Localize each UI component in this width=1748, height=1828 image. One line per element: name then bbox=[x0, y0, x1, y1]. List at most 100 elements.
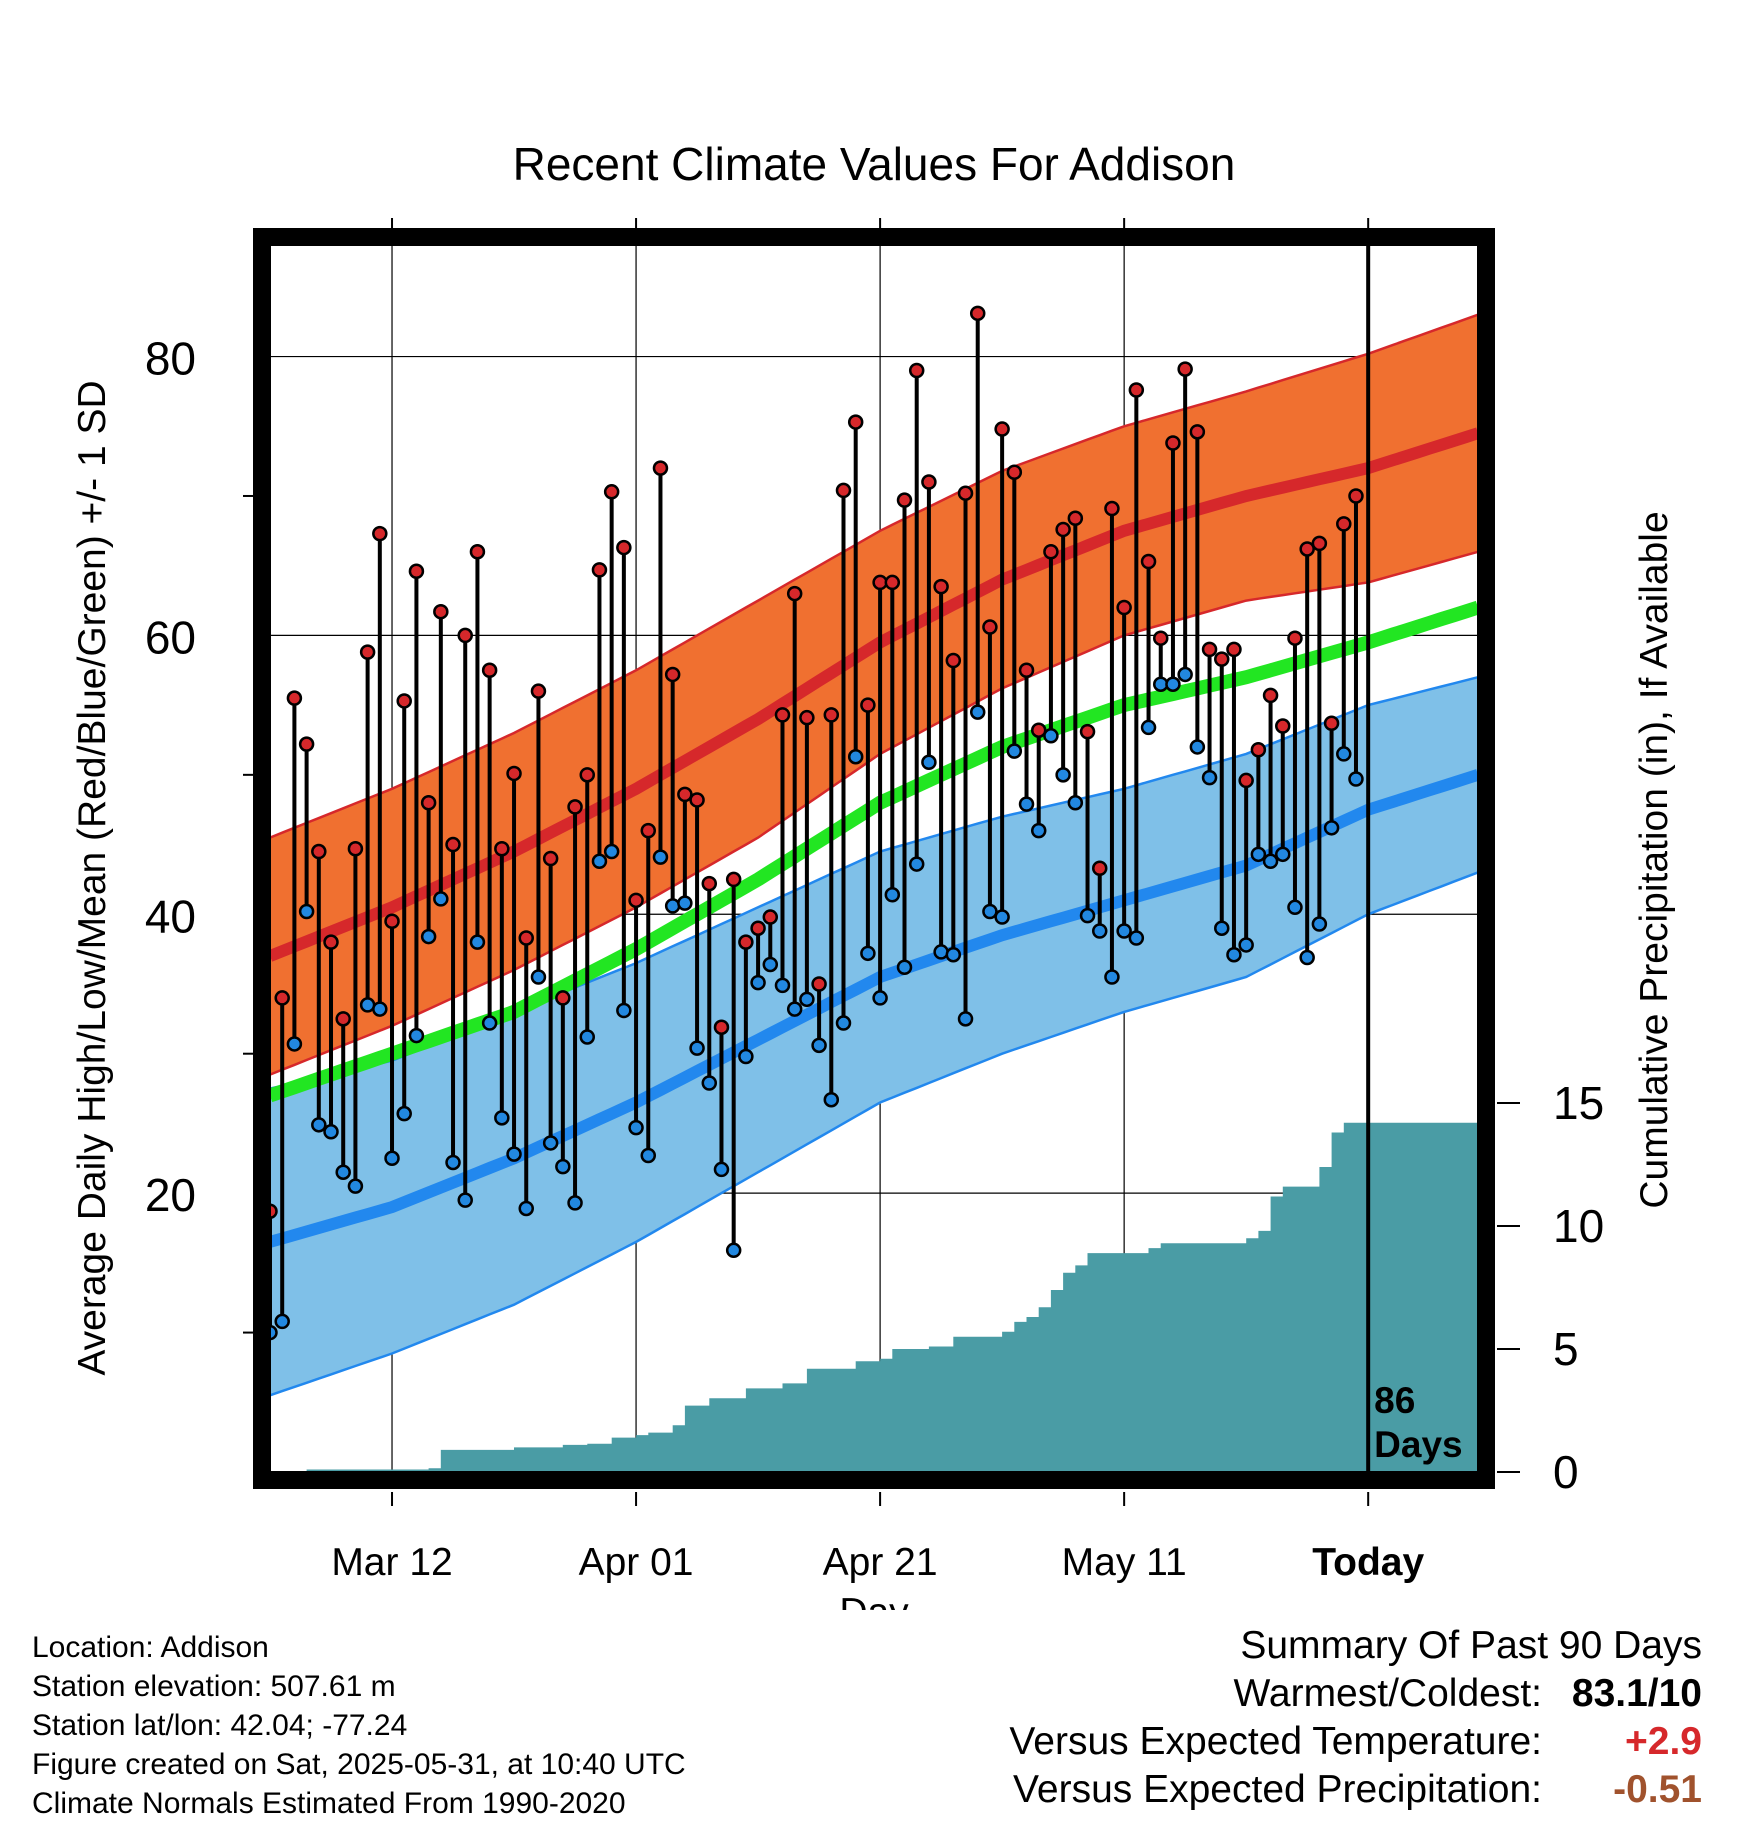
daily-low-point bbox=[1336, 746, 1352, 762]
daily-low-point bbox=[591, 853, 608, 870]
daily-high-point bbox=[969, 305, 986, 322]
daily-low-point bbox=[335, 1164, 351, 1180]
daily-low-point bbox=[567, 1195, 583, 1211]
daily-high-point bbox=[1323, 715, 1340, 732]
today-days-label: 86 bbox=[1374, 1380, 1415, 1421]
daily-low-point bbox=[469, 934, 486, 950]
daily-high-point bbox=[1055, 521, 1071, 538]
temp-value: +2.9 bbox=[1625, 1720, 1702, 1763]
daily-low-point bbox=[1091, 923, 1108, 939]
daily-low-point bbox=[786, 1001, 803, 1017]
daily-high-point bbox=[616, 539, 632, 556]
summary-title: Summary Of Past 90 Days bbox=[1240, 1624, 1702, 1667]
daily-high-point bbox=[567, 799, 583, 815]
daily-high-point bbox=[1116, 599, 1132, 616]
high-normal-line bbox=[267, 427, 1480, 962]
daily-high-point bbox=[664, 666, 681, 683]
daily-high-point bbox=[933, 578, 949, 595]
daily-high-point bbox=[1189, 424, 1206, 440]
daily-high-point bbox=[750, 920, 766, 936]
daily-high-point bbox=[457, 627, 473, 644]
daily-high-point bbox=[1214, 651, 1230, 667]
daily-high-point bbox=[469, 544, 486, 560]
daily-low-point bbox=[713, 1161, 730, 1178]
daily-low-point bbox=[506, 1146, 522, 1162]
daily-low-point bbox=[884, 887, 901, 903]
daily-high-point bbox=[1299, 541, 1315, 557]
daily-high-point bbox=[408, 563, 425, 580]
daily-low-point bbox=[1287, 899, 1303, 916]
daily-high-point bbox=[1238, 772, 1254, 789]
daily-high-point bbox=[518, 930, 534, 946]
daily-low-point bbox=[1043, 728, 1059, 744]
daily-high-point bbox=[713, 1019, 730, 1035]
daily-high-point bbox=[1079, 723, 1096, 740]
daily-low-point bbox=[579, 1029, 596, 1045]
info-location: Location: Addison bbox=[32, 1631, 269, 1664]
daily-high-point bbox=[835, 482, 852, 499]
precip-cumulative-area bbox=[306, 1122, 1479, 1472]
daily-low-point bbox=[762, 956, 779, 973]
daily-low-point bbox=[555, 1158, 571, 1175]
daily-high-point bbox=[884, 574, 901, 591]
daily-low-point bbox=[701, 1075, 718, 1091]
daily-high-point bbox=[957, 485, 974, 501]
daily-high-point bbox=[445, 836, 461, 853]
daily-low-point bbox=[725, 1242, 742, 1259]
y-tick-label: 80 bbox=[145, 333, 196, 385]
daily-low-point bbox=[445, 1154, 461, 1171]
daily-low-point bbox=[1238, 937, 1254, 953]
daily-low-point bbox=[298, 903, 315, 920]
daily-low-point bbox=[311, 1117, 327, 1133]
daily-high-point bbox=[347, 840, 364, 857]
daily-high-point bbox=[725, 871, 742, 888]
daily-low-point bbox=[1079, 907, 1096, 924]
daily-high-point bbox=[298, 736, 315, 752]
daily-low-point bbox=[1116, 923, 1132, 939]
info-created: Figure created on Sat, 2025-05-31, at 10… bbox=[32, 1748, 686, 1781]
daily-low-point bbox=[994, 909, 1010, 925]
daily-high-point bbox=[1067, 510, 1084, 527]
daily-low-point bbox=[860, 945, 876, 962]
daily-high-point bbox=[1226, 641, 1242, 658]
daily-high-point bbox=[1104, 500, 1120, 517]
daily-low-point bbox=[1140, 719, 1157, 736]
mean-normal-line bbox=[267, 600, 1481, 1103]
daily-high-point bbox=[860, 697, 876, 713]
x-tick-label: Apr 21 bbox=[823, 1541, 938, 1584]
daily-high-point bbox=[921, 474, 937, 490]
daily-low-point bbox=[1055, 767, 1071, 783]
summary-panel: Summary Of Past 90 Days Warmest/Coldest:… bbox=[1009, 1622, 1702, 1814]
temp-label: Versus Expected Temperature: bbox=[1009, 1720, 1542, 1763]
daily-high-point bbox=[311, 843, 327, 860]
daily-low-point bbox=[408, 1027, 425, 1044]
daily-low-point bbox=[1275, 846, 1291, 863]
y-axis-label: Average Daily High/Low/Mean (Red/Blue/Gr… bbox=[71, 380, 114, 1375]
daily-high-point bbox=[640, 822, 657, 839]
daily-high-point bbox=[1201, 641, 1218, 658]
daily-low-point bbox=[969, 704, 986, 720]
daily-high-point bbox=[1275, 718, 1291, 734]
daily-low-point bbox=[750, 974, 766, 991]
daily-low-point bbox=[811, 1037, 827, 1054]
daily-high-point bbox=[774, 707, 791, 723]
daily-high-point bbox=[982, 619, 998, 635]
y2-tick-label: 5 bbox=[1553, 1323, 1579, 1375]
daily-low-point bbox=[1189, 739, 1206, 755]
daily-low-point bbox=[677, 895, 693, 911]
daily-high-point bbox=[701, 875, 718, 892]
daily-low-point bbox=[603, 843, 620, 860]
daily-low-point bbox=[823, 1091, 840, 1108]
daily-low-point bbox=[481, 1015, 498, 1031]
daily-low-point bbox=[933, 944, 949, 960]
y2-tick-label: 0 bbox=[1553, 1446, 1579, 1498]
daily-high-point bbox=[908, 362, 925, 379]
daily-low-point bbox=[774, 977, 791, 994]
daily-low-point bbox=[1299, 949, 1315, 966]
daily-high-point bbox=[1250, 741, 1267, 758]
daily-high-point bbox=[1006, 464, 1023, 481]
daily-low-point bbox=[664, 898, 681, 914]
daily-low-point bbox=[908, 856, 925, 872]
daily-low-point bbox=[847, 748, 864, 765]
